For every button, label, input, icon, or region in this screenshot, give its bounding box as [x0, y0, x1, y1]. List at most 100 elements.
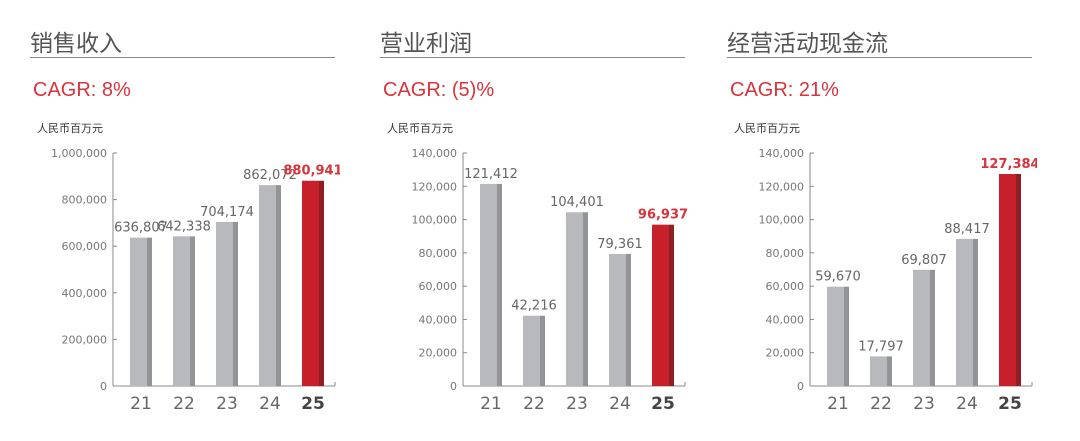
data-label: 79,361: [597, 237, 643, 252]
bar-shade: [233, 221, 238, 386]
bar-shade: [147, 237, 152, 386]
bar-shade: [276, 185, 281, 386]
data-label: 69,807: [901, 253, 947, 268]
bar: [999, 173, 1016, 386]
panel-revenue: 销售收入 CAGR: 8% 人民币百万元 0 200,000 400,000 600,…: [30, 0, 340, 441]
title-divider: [727, 57, 1032, 58]
panel-operating-profit: 营业利润 CAGR: (5)% 人民币百万元 0 20,000 40,000 60,0…: [380, 0, 690, 441]
x-tick-label: 21: [827, 394, 849, 414]
data-label: 880,941: [283, 164, 340, 179]
bar: [870, 356, 887, 386]
x-tick-label: 22: [523, 394, 545, 414]
bar: [956, 238, 973, 386]
data-label: 636,807: [114, 221, 168, 236]
y-tick-label: 600,000: [62, 240, 108, 253]
bar-shade: [1016, 173, 1021, 386]
data-label: 42,216: [511, 299, 557, 314]
chart-title: 销售收入: [30, 31, 122, 57]
x-tick-label: 23: [566, 394, 588, 414]
y-tick-label: 0: [797, 380, 804, 393]
cagr-label: CAGR: 21%: [730, 79, 839, 101]
data-label: 59,670: [815, 270, 861, 285]
y-tick-label: 1,000,000: [51, 147, 107, 160]
chart-title: 经营活动现金流: [727, 31, 888, 57]
x-tick-label: 24: [259, 394, 281, 414]
y-tick-label: 40,000: [419, 313, 458, 326]
unit-label: 人民币百万元: [387, 122, 453, 135]
y-tick-label: 400,000: [62, 287, 108, 300]
bar-chart: 0 200,000 400,000 600,000 800,000 1,000,000 63…: [51, 147, 340, 414]
bar: [130, 237, 147, 386]
bar: [523, 315, 540, 386]
bar: [173, 236, 190, 386]
x-tick-label: 22: [870, 394, 892, 414]
y-tick-label: 80,000: [766, 247, 805, 260]
data-label: 96,937: [638, 208, 688, 223]
panel-operating-cashflow: 经营活动现金流 CAGR: 21% 人民币百万元 0 20,000 40,000 60…: [727, 0, 1037, 441]
y-tick-label: 800,000: [62, 194, 108, 207]
x-tick-label: 21: [480, 394, 502, 414]
unit-label: 人民币百万元: [734, 122, 800, 135]
chart-title: 营业利润: [380, 31, 472, 57]
bar-shade: [844, 286, 849, 386]
y-tick-label: 140,000: [759, 147, 805, 160]
bar-shade: [319, 180, 324, 386]
data-label: 88,417: [944, 222, 990, 237]
x-tick-label: 22: [173, 394, 195, 414]
bar-shade: [583, 212, 588, 386]
y-tick-label: 200,000: [62, 333, 108, 346]
data-label: 704,174: [200, 205, 254, 220]
bar-shade: [887, 356, 892, 386]
x-tick-label: 24: [956, 394, 978, 414]
bar: [302, 180, 319, 386]
title-divider: [30, 57, 335, 58]
x-tick-label: 25: [998, 394, 1022, 414]
bar-chart: 0 20,000 40,000 60,000 80,000 100,000 120,000 1…: [412, 147, 689, 414]
data-label: 104,401: [550, 195, 604, 210]
title-divider: [380, 57, 685, 58]
y-tick-label: 60,000: [419, 280, 458, 293]
cagr-label: CAGR: 8%: [33, 79, 131, 101]
bar: [827, 286, 844, 386]
bar: [609, 253, 626, 386]
bar: [480, 183, 497, 386]
bar-shade: [669, 224, 674, 386]
y-tick-label: 20,000: [766, 347, 805, 360]
x-tick-label: 25: [651, 394, 675, 414]
y-tick-label: 40,000: [766, 313, 805, 326]
y-tick-label: 60,000: [766, 280, 805, 293]
bar-shade: [930, 269, 935, 386]
bar-shade: [626, 253, 631, 386]
bar-chart: 0 20,000 40,000 60,000 80,000 100,000 120,000 1…: [759, 147, 1038, 414]
bar: [259, 185, 276, 386]
x-tick-label: 23: [913, 394, 935, 414]
x-tick-label: 24: [609, 394, 631, 414]
data-label: 17,797: [858, 339, 904, 354]
y-tick-label: 20,000: [419, 347, 458, 360]
bar: [652, 224, 669, 386]
y-tick-label: 120,000: [412, 180, 458, 193]
data-label: 862,072: [243, 168, 297, 183]
y-tick-label: 120,000: [759, 180, 805, 193]
bar: [566, 212, 583, 386]
x-tick-label: 25: [301, 394, 325, 414]
bar: [216, 221, 233, 386]
bar-shade: [973, 238, 978, 386]
data-label: 121,412: [464, 167, 518, 182]
x-tick-label: 21: [130, 394, 152, 414]
bar-shade: [497, 183, 502, 386]
y-tick-label: 140,000: [412, 147, 458, 160]
data-label: 642,338: [157, 219, 211, 234]
y-tick-label: 0: [450, 380, 457, 393]
y-tick-label: 100,000: [412, 214, 458, 227]
unit-label: 人民币百万元: [37, 122, 103, 135]
bar-shade: [540, 315, 545, 386]
cagr-label: CAGR: (5)%: [383, 79, 495, 101]
x-tick-label: 23: [216, 394, 238, 414]
bar: [913, 269, 930, 386]
data-label: 127,384: [980, 157, 1037, 172]
y-tick-label: 0: [100, 380, 107, 393]
y-tick-label: 80,000: [419, 247, 458, 260]
bar-shade: [190, 236, 195, 386]
y-tick-label: 100,000: [759, 214, 805, 227]
